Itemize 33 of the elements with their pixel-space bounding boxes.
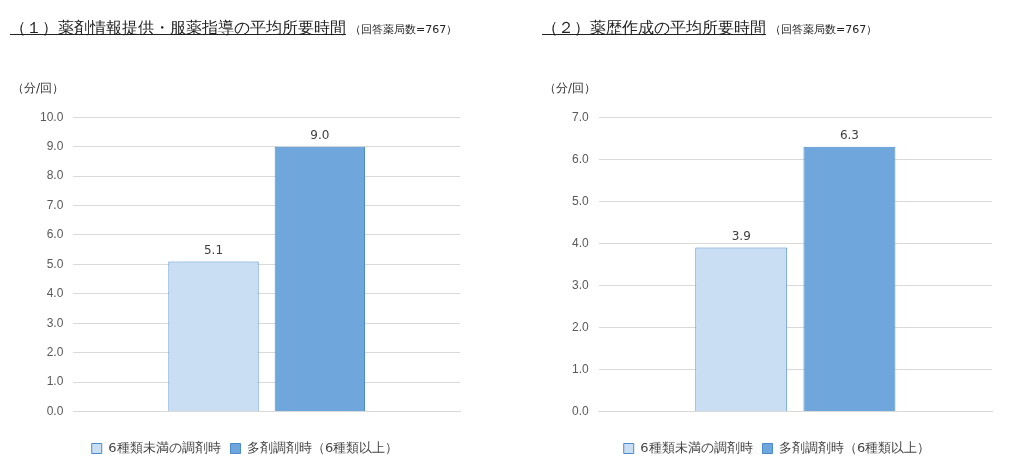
data-label: 6.3 bbox=[839, 127, 859, 142]
y-tick-label: 7.0 bbox=[571, 109, 589, 124]
chart-subtitle: （回答薬局数=767） bbox=[770, 23, 878, 36]
y-tick-label: 7.0 bbox=[46, 197, 64, 212]
y-tick-label: 4.0 bbox=[571, 235, 589, 250]
data-label: 9.0 bbox=[310, 127, 330, 142]
legend-label: 6種類未満の調剤時 bbox=[108, 439, 221, 455]
chart-title: （１）薬剤情報提供・服薬指導の平均所要時間 bbox=[10, 18, 346, 37]
legend-label: 6種類未満の調剤時 bbox=[640, 439, 753, 455]
y-tick-label: 6.0 bbox=[571, 151, 589, 166]
y-tick-label: 3.0 bbox=[571, 277, 589, 292]
chart-subtitle: （回答薬局数=767） bbox=[350, 23, 458, 36]
y-tick-label: 0.0 bbox=[46, 403, 64, 418]
y-tick-label: 3.0 bbox=[46, 315, 64, 330]
y-tick-label: 8.0 bbox=[46, 168, 64, 183]
y-tick-label: 2.0 bbox=[571, 319, 589, 334]
data-label: 5.1 bbox=[203, 242, 224, 257]
chart-title: （２）薬歴作成の平均所要時間 bbox=[542, 18, 766, 37]
y-tick-label: 10.0 bbox=[40, 109, 64, 124]
y-tick-label: 9.0 bbox=[46, 138, 64, 153]
y-tick-label: 6.0 bbox=[46, 227, 64, 242]
y-tick-label: 1.0 bbox=[571, 361, 589, 376]
y-tick-label: 4.0 bbox=[46, 286, 64, 301]
y-axis-title: （分/回） bbox=[544, 80, 597, 97]
data-label: 3.9 bbox=[731, 228, 751, 243]
y-tick-label: 0.0 bbox=[571, 403, 589, 418]
legend-label: 多剤調剤時（6種類以上） bbox=[779, 439, 931, 455]
y-axis-title: （分/回） bbox=[12, 80, 65, 97]
y-tick-label: 5.0 bbox=[46, 256, 64, 271]
y-tick-label: 2.0 bbox=[46, 345, 64, 360]
y-tick-label: 5.0 bbox=[571, 193, 589, 208]
y-tick-label: 1.0 bbox=[46, 374, 64, 389]
legend-label: 多剤調剤時（6種類以上） bbox=[247, 439, 399, 455]
